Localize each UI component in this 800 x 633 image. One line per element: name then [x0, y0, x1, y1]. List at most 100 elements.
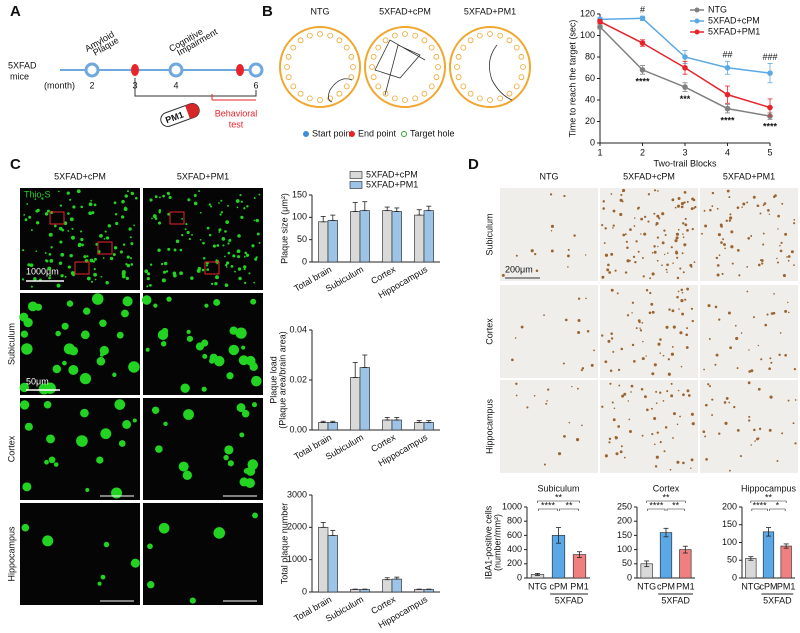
microglia: [768, 213, 771, 216]
plaque: [173, 248, 177, 252]
plaque: [105, 236, 110, 240]
microglia: [793, 264, 795, 267]
microglia: [635, 327, 638, 329]
microglia: [656, 214, 660, 218]
microglia: [734, 324, 737, 327]
plaque: [178, 461, 189, 472]
maze-hole: [476, 95, 483, 102]
plaque: [47, 266, 52, 271]
microglia: [681, 312, 685, 316]
plaque: [227, 460, 234, 467]
microglia: [585, 297, 587, 300]
microglia: [723, 243, 726, 246]
microglia: [659, 338, 662, 341]
significance: ****: [635, 77, 650, 87]
plaque: [244, 281, 247, 284]
plaque: [186, 335, 194, 342]
plaque: [245, 253, 250, 257]
plaque: [146, 276, 151, 281]
plaque: [183, 409, 194, 420]
microglia: [686, 228, 689, 232]
bar: [350, 377, 361, 431]
y-tick-label: 0: [517, 572, 522, 582]
legend-marker: [694, 29, 700, 35]
panel-label: C: [10, 156, 21, 173]
microglia: [671, 198, 675, 202]
plaque: [255, 256, 258, 259]
plaque: [228, 238, 232, 242]
plaque: [44, 259, 48, 262]
microglia: [647, 220, 650, 223]
plaque: [208, 203, 211, 206]
microglia: [768, 428, 772, 432]
microglia: [736, 367, 739, 370]
microglia: [611, 401, 614, 404]
microglia: [762, 243, 765, 246]
microglia: [683, 201, 686, 204]
microglia: [711, 398, 714, 401]
microglia: [581, 367, 585, 370]
plaque: [114, 212, 118, 216]
significance: *: [776, 500, 780, 510]
microglia: [748, 349, 750, 351]
microglia: [677, 290, 680, 293]
microglia: [626, 259, 630, 263]
plaque: [48, 253, 52, 256]
plaque: [243, 207, 246, 210]
x-tick-label: NTG: [637, 581, 656, 591]
maze-hole: [412, 32, 419, 39]
microglia: [604, 454, 608, 458]
microglia: [641, 322, 644, 324]
microglia: [728, 219, 732, 222]
plaque: [193, 194, 197, 198]
plaque: [193, 201, 198, 206]
microglia: [637, 250, 640, 253]
maze-arena: [364, 26, 446, 108]
plaque: [247, 459, 259, 470]
legend-marker: [694, 7, 700, 13]
microglia: [757, 204, 760, 207]
data-point: [724, 91, 731, 98]
microglia: [746, 201, 749, 204]
microglia: [676, 204, 681, 208]
microglia: [674, 239, 678, 243]
maze-hole: [421, 37, 428, 44]
microglia: [563, 434, 566, 438]
microglia: [694, 205, 697, 209]
plaque: [22, 482, 32, 492]
plaque: [130, 558, 140, 568]
plaque: [225, 263, 228, 267]
x-tick-label: 4: [725, 147, 730, 157]
bar: [382, 579, 393, 593]
plaque: [163, 261, 168, 266]
plaque: [115, 221, 119, 226]
bar: [318, 221, 329, 263]
y-tick-label: 150: [617, 530, 632, 540]
maze-hole: [421, 90, 428, 97]
maze-hole: [317, 31, 323, 37]
legend-marker: [349, 131, 355, 137]
plaque: [38, 383, 50, 395]
plaque: [76, 435, 88, 447]
test-bracket: [211, 94, 256, 101]
plaque: [227, 242, 230, 245]
plaque: [48, 232, 53, 237]
micrograph: [500, 188, 598, 281]
microglia: [615, 452, 619, 456]
plaque: [58, 190, 60, 193]
plaque: [190, 276, 194, 280]
plaque: [114, 399, 126, 410]
plaque: [141, 295, 152, 305]
microglia: [693, 261, 696, 264]
microglia: [671, 346, 674, 348]
plaque: [248, 272, 251, 275]
data-point: [682, 64, 688, 71]
plaque: [226, 261, 230, 265]
microglia: [677, 389, 680, 392]
microglia: [550, 224, 554, 228]
y-tick-label: 100: [292, 212, 307, 222]
plaque: [210, 282, 214, 286]
microglia: [784, 232, 788, 236]
plaque: [206, 268, 210, 271]
